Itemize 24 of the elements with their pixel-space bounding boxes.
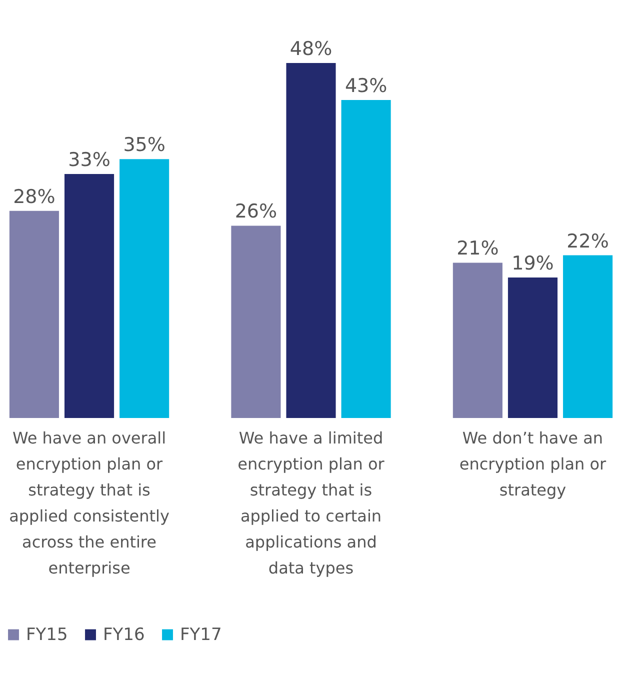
bar: [9, 210, 59, 418]
legend-label: FY16: [103, 624, 145, 645]
data-label: 22%: [566, 230, 609, 252]
bar: [341, 100, 391, 418]
x-tick-label: We have a limited encryption plan or strategy that is applied to certain applications and data types: [238, 428, 385, 578]
bar: [452, 262, 502, 418]
data-label: 26%: [234, 200, 278, 223]
bar: [120, 159, 170, 418]
data-label: 21%: [456, 238, 499, 260]
bar: [563, 255, 613, 418]
x-tick-label: We have an overall encryption plan or strategy that is applied consistently across the entire enterprise: [9, 428, 170, 578]
x-tick-label: We don’t have an encryption plan or strategy: [459, 428, 607, 500]
bar: [508, 277, 558, 418]
data-label: 28%: [13, 186, 56, 208]
data-label: 43%: [344, 74, 388, 97]
bar: [64, 174, 114, 418]
bar: [231, 226, 281, 418]
legend-label: FY17: [180, 624, 222, 645]
data-label: 48%: [290, 38, 332, 60]
data-label: 19%: [512, 252, 554, 274]
data-label: 35%: [123, 134, 166, 156]
legend-label: FY15: [26, 624, 68, 645]
data-label: 33%: [68, 148, 110, 171]
bar: [286, 63, 336, 418]
